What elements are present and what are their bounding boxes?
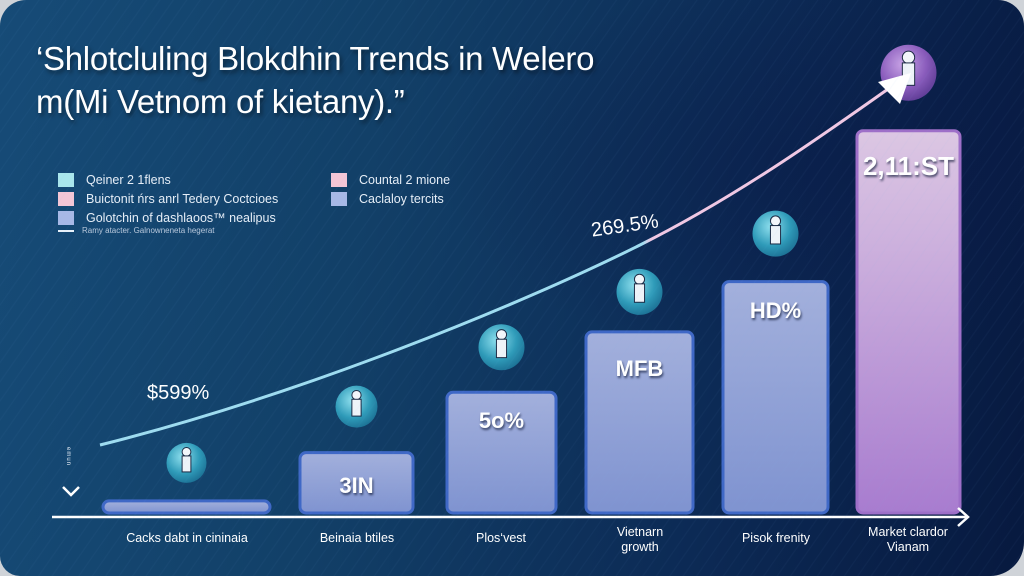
- icon-head: [633, 273, 646, 285]
- x-tick-label: Market clardor Vianam: [868, 525, 948, 554]
- x-tick-label: Plos‘vest: [475, 531, 527, 545]
- legend-item: Caclaloy tercits: [331, 189, 450, 208]
- icon-body: [351, 398, 362, 417]
- legend-swatch: [58, 172, 74, 187]
- legend-swatch: [331, 191, 347, 206]
- icon-head: [351, 389, 362, 401]
- icon-head: [181, 447, 192, 457]
- legend-label: Buictonit ńrs anrl Tedery Coctcioes: [86, 191, 279, 206]
- icon-body: [769, 225, 782, 245]
- bar: [298, 451, 415, 515]
- y-axis-label: emun: [65, 447, 71, 467]
- icon-head: [769, 215, 782, 227]
- legend-item: Qeiner 2 1flens: [58, 170, 278, 189]
- x-tick-label: Pisok frenity: [741, 531, 811, 545]
- bar: [584, 330, 695, 515]
- bar: [101, 499, 272, 515]
- x-axis-arrow-icon: [957, 507, 970, 527]
- person-icon: [335, 385, 378, 428]
- icon-head: [901, 50, 916, 64]
- icon-body: [495, 338, 508, 359]
- bar-value-label: 5o%: [478, 408, 525, 434]
- legend-left: Qeiner 2 1flens Buictonit ńrs anrl Teder…: [58, 170, 278, 227]
- bar: [721, 280, 830, 515]
- bar-value-label: 3IN: [339, 472, 374, 498]
- legend-swatch: [331, 172, 347, 187]
- legend-note: Ramy atacter. Galnowneneta hegerat: [58, 226, 215, 235]
- legend-label: Countal 2 mione: [359, 172, 451, 187]
- bar: [855, 129, 962, 515]
- legend-right: Countal 2 mione Caclaloy tercits: [331, 170, 450, 208]
- legend-item: Countal 2 mione: [331, 170, 450, 189]
- legend-label: Qeiner 2 1flens: [86, 172, 171, 187]
- bar-value-label: MFB: [615, 355, 664, 381]
- bar: [445, 390, 558, 515]
- chart-title: ‘Shlotcluling Blokdhin Trends in Welero …: [36, 40, 595, 120]
- legend-note-text: Ramy atacter. Galnowneneta hegerat: [82, 226, 215, 235]
- icon-body: [181, 455, 192, 473]
- person-icon: [478, 324, 525, 371]
- x-tick-label: Vietnarn growth: [616, 525, 664, 554]
- x-tick-label: Beinaia btiles: [319, 531, 395, 545]
- person-icon: [166, 442, 207, 483]
- legend-swatch: [58, 210, 74, 225]
- chevron-down-icon: [62, 486, 80, 497]
- icon-head: [495, 329, 508, 341]
- legend-label: Golotchin of dashlaoos™ nealipus: [86, 210, 276, 225]
- icon-body: [633, 283, 646, 303]
- device-icon: [752, 210, 799, 257]
- trend-data-label: $599%: [147, 382, 210, 404]
- person-icon: [616, 268, 663, 315]
- legend-item: Golotchin of dashlaoos™ nealipus: [58, 208, 278, 227]
- trend-arrowhead-icon: [878, 73, 911, 104]
- x-tick-label: Cacks dabt in cininaia: [126, 531, 248, 545]
- legend-item: Buictonit ńrs anrl Tedery Coctcioes: [58, 189, 278, 208]
- trend-line: [99, 80, 899, 447]
- bar-value-label: 2,11:ST: [862, 150, 955, 181]
- legend-swatch: [58, 191, 74, 206]
- legend-line-swatch: [58, 229, 74, 232]
- bar-value-label: HD%: [749, 297, 802, 323]
- legend-label: Caclaloy tercits: [359, 191, 444, 206]
